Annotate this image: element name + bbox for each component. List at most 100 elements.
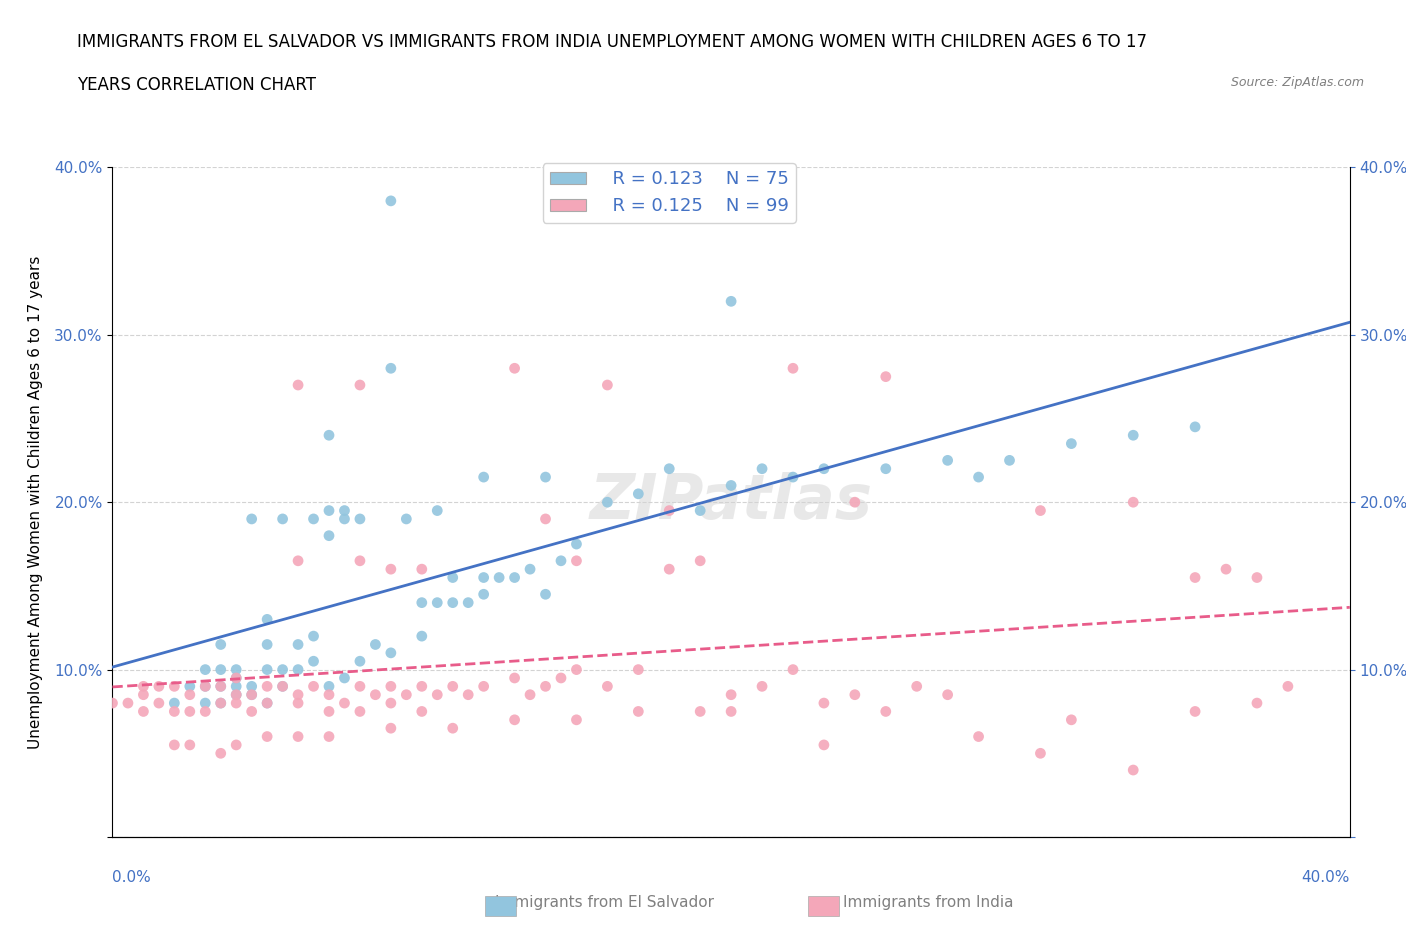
Point — [318, 679, 340, 694]
Point — [689, 503, 711, 518]
Point — [209, 696, 232, 711]
Point — [194, 662, 217, 677]
Point — [225, 687, 247, 702]
Point — [225, 737, 247, 752]
Point — [689, 704, 711, 719]
Point — [318, 729, 340, 744]
Point — [411, 704, 433, 719]
Point — [380, 361, 402, 376]
Point — [782, 662, 804, 677]
Point — [380, 193, 402, 208]
Point — [457, 595, 479, 610]
Point — [550, 671, 572, 685]
Point — [148, 696, 170, 711]
Point — [271, 679, 294, 694]
Point — [1277, 679, 1299, 694]
Point — [1060, 712, 1083, 727]
Point — [287, 696, 309, 711]
Point — [209, 696, 232, 711]
Text: YEARS CORRELATION CHART: YEARS CORRELATION CHART — [77, 76, 316, 94]
Point — [225, 662, 247, 677]
Point — [209, 679, 232, 694]
Point — [318, 528, 340, 543]
Point — [333, 671, 356, 685]
Point — [179, 687, 201, 702]
Point — [1122, 763, 1144, 777]
Point — [287, 637, 309, 652]
Point — [519, 562, 541, 577]
Point — [256, 679, 278, 694]
Point — [395, 687, 418, 702]
Point — [1246, 570, 1268, 585]
Point — [209, 662, 232, 677]
Point — [163, 704, 186, 719]
Text: ZIPatlas: ZIPatlas — [589, 472, 873, 532]
Point — [349, 704, 371, 719]
Point — [271, 512, 294, 526]
Point — [689, 553, 711, 568]
Point — [720, 294, 742, 309]
Point — [117, 696, 139, 711]
Point — [287, 729, 309, 744]
Point — [225, 696, 247, 711]
Point — [751, 461, 773, 476]
Point — [163, 737, 186, 752]
Point — [1184, 419, 1206, 434]
Point — [318, 428, 340, 443]
Point — [472, 470, 495, 485]
Point — [333, 512, 356, 526]
Point — [441, 595, 464, 610]
Point — [132, 687, 155, 702]
Point — [441, 679, 464, 694]
Point — [287, 378, 309, 392]
Text: Immigrants from El Salvador: Immigrants from El Salvador — [495, 895, 714, 910]
Point — [380, 679, 402, 694]
Text: Source: ZipAtlas.com: Source: ZipAtlas.com — [1230, 76, 1364, 89]
Point — [457, 687, 479, 702]
Point — [426, 503, 449, 518]
Point — [256, 612, 278, 627]
Point — [534, 587, 557, 602]
Point — [426, 687, 449, 702]
Point — [225, 679, 247, 694]
Point — [658, 562, 681, 577]
Point — [782, 470, 804, 485]
Point — [627, 662, 650, 677]
Point — [472, 570, 495, 585]
Point — [875, 704, 897, 719]
Point — [503, 570, 526, 585]
Point — [318, 503, 340, 518]
Point — [565, 712, 588, 727]
Point — [240, 687, 263, 702]
Point — [596, 378, 619, 392]
Text: IMMIGRANTS FROM EL SALVADOR VS IMMIGRANTS FROM INDIA UNEMPLOYMENT AMONG WOMEN WI: IMMIGRANTS FROM EL SALVADOR VS IMMIGRANT… — [77, 33, 1147, 50]
Point — [349, 679, 371, 694]
Point — [333, 696, 356, 711]
Point — [256, 696, 278, 711]
Point — [256, 729, 278, 744]
Point — [271, 679, 294, 694]
Point — [318, 704, 340, 719]
Point — [194, 679, 217, 694]
Point — [380, 696, 402, 711]
Point — [720, 704, 742, 719]
Point — [720, 478, 742, 493]
Point — [1029, 503, 1052, 518]
Point — [905, 679, 928, 694]
Point — [302, 654, 325, 669]
Point — [844, 495, 866, 510]
Point — [364, 687, 387, 702]
Point — [349, 553, 371, 568]
Point — [844, 687, 866, 702]
Point — [209, 637, 232, 652]
Point — [503, 712, 526, 727]
Point — [411, 679, 433, 694]
Point — [534, 679, 557, 694]
Point — [519, 687, 541, 702]
Point — [349, 654, 371, 669]
Point — [472, 587, 495, 602]
Point — [782, 361, 804, 376]
Point — [209, 746, 232, 761]
Point — [936, 453, 959, 468]
Point — [1215, 562, 1237, 577]
